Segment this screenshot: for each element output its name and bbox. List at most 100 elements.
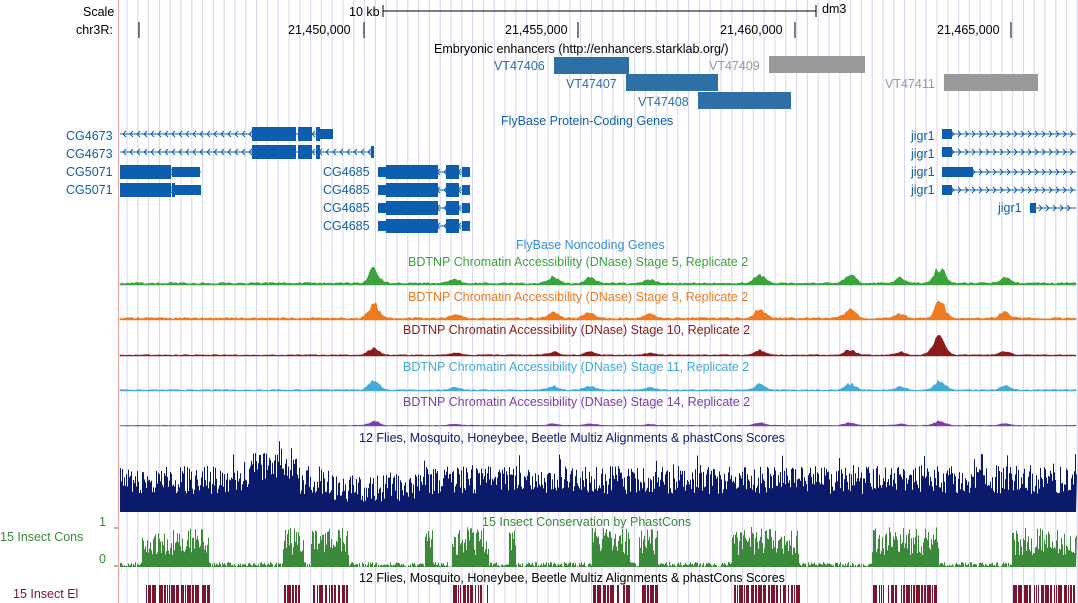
strand-arrow [957,130,962,138]
ruler-tick-label: 21,455,000 [505,23,568,37]
strand-arrow [1038,204,1043,212]
gene-label-jigr1[interactable]: jigr1 [911,165,935,179]
gene-label-cg4685[interactable]: CG4685 [323,165,370,179]
conserved-element [195,585,199,603]
gene-label-cg5071[interactable]: CG5071 [66,183,113,197]
conserved-element [903,585,905,603]
strand-arrow [220,148,225,156]
conserved-element [1038,585,1039,603]
dnase-signal [119,266,1077,286]
conserved-element [768,585,770,603]
conserved-element [932,585,933,603]
phastcons-wiggle [114,527,1077,567]
strand-arrow [1069,130,1074,138]
conserved-element [924,585,926,603]
elements-track-title: 12 Flies, Mosquito, Honeybee, Beetle Mul… [359,571,785,585]
conserved-element [734,585,736,603]
conserved-element [1041,585,1044,603]
strand-arrow [1034,168,1039,176]
strand-arrow [1059,204,1064,212]
strand-arrow [1027,186,1032,194]
dnase-stage11-title: BDTNP Chromatin Accessibility (DNase) St… [403,360,750,374]
gene-label-cg4673[interactable]: CG4673 [66,147,113,161]
gene-label-jigr1[interactable]: jigr1 [911,183,935,197]
strand-arrow [1062,168,1067,176]
enhancer-label-vt47407[interactable]: VT47407 [566,77,617,91]
strand-arrow [1045,204,1050,212]
gene-exon [175,185,201,195]
chrom-label: chr3R: [76,23,113,37]
strand-arrow [241,130,246,138]
conserved-element [1036,585,1037,603]
strand-arrow [185,148,190,156]
conserved-element [755,585,757,603]
conserved-element [1050,585,1052,603]
elements-side-label[interactable]: 15 Insect El [13,587,79,601]
strand-arrow [1006,148,1011,156]
conserved-element [642,585,646,603]
strand-arrow [1013,186,1018,194]
strand-arrow [978,148,983,156]
conserved-element [617,585,619,603]
gene-label-cg5071[interactable]: CG5071 [66,165,113,179]
strand-arrow [1055,148,1060,156]
gene-label-jigr1[interactable]: jigr1 [911,129,935,143]
base-position-ruler [138,5,1012,38]
multiz-wiggle [120,441,1077,512]
strand-arrow [985,186,990,194]
phastcons-side-label[interactable]: 15 Insect Cons [0,530,84,544]
enhancer-label-vt47411[interactable]: VT47411 [885,77,935,91]
strand-arrow [220,130,225,138]
conserved-element [342,585,345,603]
gene-label-jigr1[interactable]: jigr1 [998,201,1022,215]
conserved-element [1056,585,1057,603]
conserved-element [284,585,286,603]
conserved-element [1058,585,1062,603]
conserved-element [167,585,168,603]
conserved-element [655,585,658,603]
strand-arrow [157,130,162,138]
gene-exon [462,167,470,177]
gene-label-cg4685[interactable]: CG4685 [323,219,370,233]
strand-arrow [164,130,169,138]
conserved-element [460,585,461,603]
gene-exon [120,165,171,179]
conserved-element [881,585,882,603]
strand-arrow [122,130,127,138]
gene-label-jigr1[interactable]: jigr1 [911,147,935,161]
enhancer-label-vt47409[interactable]: VT47409 [709,59,760,73]
gene-exon [298,145,312,159]
noncoding-track-title: FlyBase Noncoding Genes [516,238,665,252]
conserved-element [776,585,778,603]
conserved-element [313,585,315,603]
gene-label-cg4673[interactable]: CG4673 [66,129,113,143]
conserved-element [202,585,206,603]
conserved-element [329,585,330,603]
gene-label-cg4685[interactable]: CG4685 [323,201,370,215]
dnase-signal [119,379,1077,392]
strand-arrow [1006,186,1011,194]
conserved-element [1054,585,1055,603]
conserved-element [1034,585,1035,603]
conserved-element [796,585,800,603]
strand-arrow [992,148,997,156]
strand-arrow [353,148,358,156]
conserved-element [1029,585,1031,603]
conserved-element [458,585,459,603]
strand-arrow [332,148,337,156]
strand-arrow [1069,168,1074,176]
gene-label-cg4685[interactable]: CG4685 [323,183,370,197]
enhancer-label-vt47408[interactable]: VT47408 [638,95,689,109]
strand-arrow [1020,148,1025,156]
strand-arrow [1048,168,1053,176]
strand-arrow [1041,168,1046,176]
strand-arrow [206,130,211,138]
phastcons-track-title: 15 Insect Conservation by PhastCons [482,515,692,529]
strand-arrow [999,148,1004,156]
enhancer-label-vt47406[interactable]: VT47406 [494,59,545,73]
strand-arrow [178,130,183,138]
conserved-element [623,585,625,603]
conserved-element [597,585,601,603]
